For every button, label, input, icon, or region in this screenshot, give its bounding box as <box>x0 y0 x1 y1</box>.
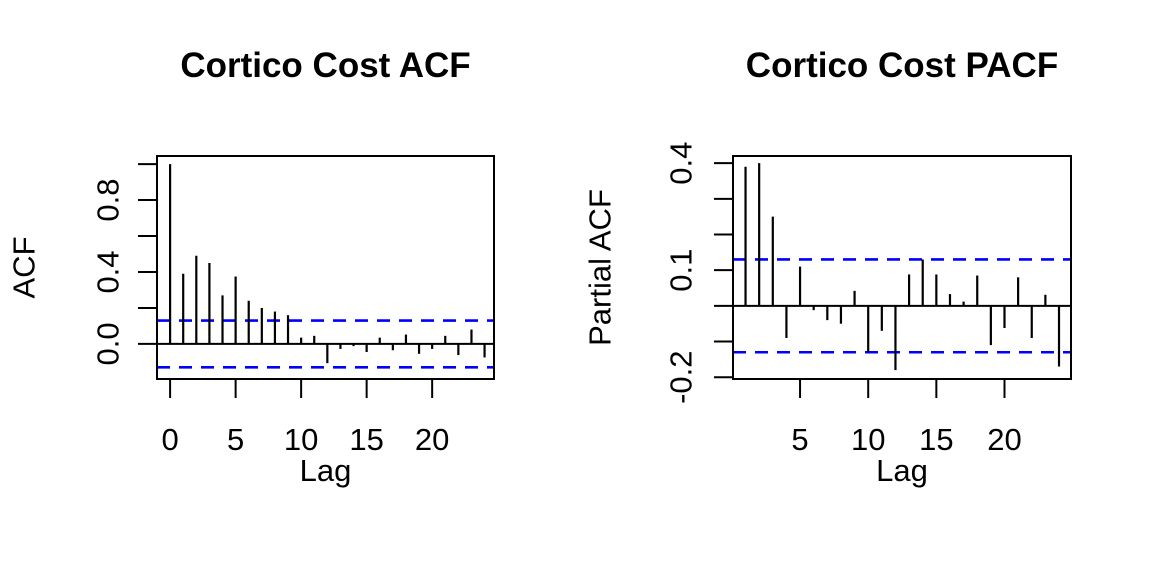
acf-plot-box <box>156 155 495 380</box>
pacf-chart-title: Cortico Cost PACF <box>745 46 1059 85</box>
acf-y-axis-label: ACF <box>6 236 42 299</box>
acf-x-tick-label: 20 <box>415 422 449 457</box>
acf-y-tick-label: 0.4 <box>91 250 126 293</box>
acf-x-tick-label: 10 <box>284 422 318 457</box>
acf-chart-title: Cortico Cost ACF <box>180 46 471 85</box>
pacf-x-tick-label: 5 <box>791 422 808 457</box>
pacf-y-tick-label: 0.1 <box>664 249 699 292</box>
pacf-x-tick-label: 15 <box>919 422 953 457</box>
pacf-x-tick-label: 10 <box>851 422 885 457</box>
acf-y-tick-label: 0.0 <box>91 322 126 365</box>
acf-y-tick-label: 0.8 <box>91 179 126 222</box>
pacf-y-tick-label: -0.2 <box>664 351 699 404</box>
pacf-x-tick-label: 20 <box>987 422 1021 457</box>
pacf-plot-box <box>732 155 1072 380</box>
acf-x-tick-label: 0 <box>161 422 178 457</box>
acf-x-tick-label: 15 <box>349 422 383 457</box>
pacf-y-tick-label: 0.4 <box>664 142 699 185</box>
acf-x-axis-label: Lag <box>299 453 352 488</box>
pacf-x-axis-label: Lag <box>876 453 928 488</box>
pacf-y-axis-label: Partial ACF <box>582 189 618 346</box>
acf-x-tick-label: 5 <box>227 422 244 457</box>
